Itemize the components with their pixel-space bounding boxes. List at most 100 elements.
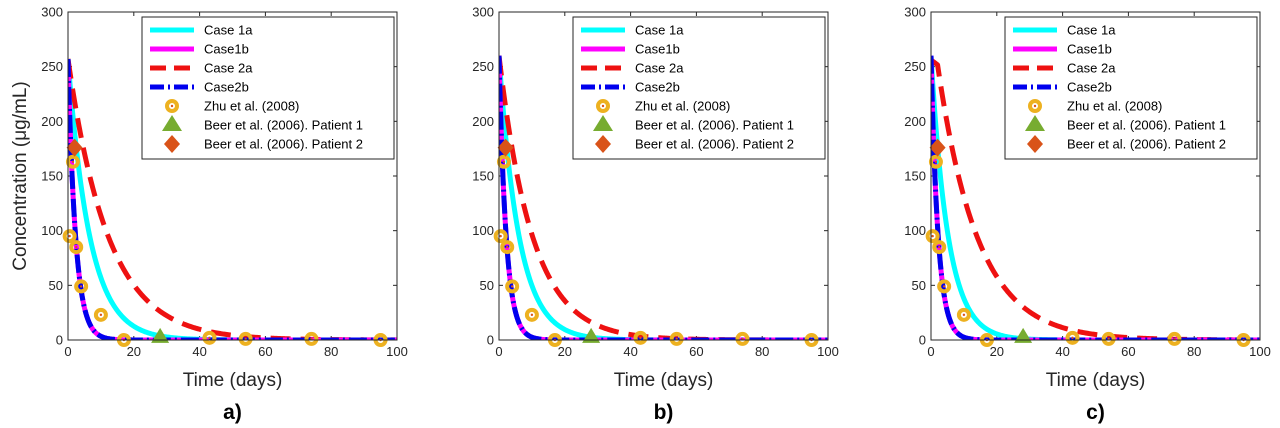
- x-tick-label: 100: [1249, 344, 1271, 359]
- x-tick-label: 60: [689, 344, 703, 359]
- legend-marker-beer-patient2: [1027, 135, 1043, 153]
- zhu-data-point-center: [962, 313, 966, 317]
- zhu-data-point-center: [639, 336, 642, 340]
- axes-box: [930, 11, 1261, 341]
- legend-marker-zhu-center: [601, 104, 605, 108]
- y-tick-label: 200: [472, 114, 494, 129]
- zhu-data-point: [956, 307, 971, 322]
- zhu-data-point-center: [79, 285, 83, 288]
- zhu-data-point: [493, 229, 508, 244]
- y-tick-label: 250: [41, 59, 63, 74]
- x-tick-label: 80: [1187, 344, 1201, 359]
- x-tick-label: 80: [755, 344, 769, 359]
- zhu-data-point: [202, 330, 217, 345]
- legend-marker-beer-patient1: [1025, 115, 1045, 131]
- x-tick-label: 100: [386, 344, 408, 359]
- x-axis-label: Time (days): [183, 370, 283, 391]
- legend-marker-beer-patient1: [162, 115, 182, 131]
- legend: Case 1a Case1b Case 2a Case2b Zhu et al. (20…: [1004, 16, 1258, 160]
- x-tick-label: 20: [990, 344, 1004, 359]
- legend-label: Case 2a: [635, 61, 684, 76]
- x-tick-label: 0: [495, 344, 502, 359]
- zhu-data-point-center: [68, 234, 71, 238]
- legend-label: Case2b: [1067, 80, 1112, 95]
- legend-label: Case 2a: [1067, 61, 1116, 76]
- legend-label: Case2b: [204, 80, 249, 95]
- x-tick-label: 20: [558, 344, 572, 359]
- legend-label: Zhu et al. (2008): [635, 99, 730, 114]
- legend: Case 1a Case1b Case 2a Case2b Zhu et al. (20…: [572, 16, 826, 160]
- zhu-data-point: [1101, 331, 1116, 346]
- y-tick-label: 50: [480, 278, 494, 293]
- y-tick-label: 50: [912, 278, 926, 293]
- beer-patient1-point: [151, 327, 170, 343]
- y-tick-label: 150: [472, 169, 494, 184]
- zhu-data-point-center: [506, 245, 509, 249]
- y-tick-label: 0: [487, 333, 494, 348]
- legend-marker-zhu-center: [170, 104, 174, 108]
- zhu-data-point: [304, 331, 319, 346]
- y-tick-label: 250: [904, 59, 926, 74]
- zhu-data-point-center: [934, 160, 938, 163]
- zhu-data-point-center: [1071, 336, 1074, 340]
- y-tick-label: 150: [904, 169, 926, 184]
- zhu-data-point-center: [938, 245, 941, 249]
- y-tick-label: 0: [56, 333, 63, 348]
- y-tick-label: 100: [472, 223, 494, 238]
- zhu-data-point-center: [71, 160, 75, 163]
- beer-patient2-point: [929, 138, 946, 157]
- y-tick-label: 50: [49, 278, 63, 293]
- y-tick-label: 200: [41, 114, 63, 129]
- legend-label: Beer et al. (2006). Patient 2: [1067, 137, 1226, 152]
- zhu-data-point: [932, 240, 947, 255]
- zhu-data-point-center: [530, 313, 534, 317]
- legend-label: Case2b: [635, 80, 680, 95]
- axes-box: [67, 11, 398, 341]
- x-tick-label: 80: [324, 344, 338, 359]
- zhu-data-point: [937, 279, 952, 294]
- zhu-data-point-center: [510, 285, 514, 288]
- panel-label: b): [654, 401, 674, 424]
- y-tick-label: 200: [904, 114, 926, 129]
- y-tick-label: 300: [472, 5, 494, 20]
- x-tick-label: 40: [192, 344, 206, 359]
- panel-label: a): [223, 401, 242, 424]
- panel-label: c): [1086, 401, 1105, 424]
- zhu-data-point-center: [931, 234, 934, 238]
- zhu-data-point-center: [499, 234, 502, 238]
- x-tick-label: 60: [258, 344, 272, 359]
- y-tick-label: 100: [904, 223, 926, 238]
- x-axis-label: Time (days): [1046, 370, 1146, 391]
- legend-label: Beer et al. (2006). Patient 1: [1067, 118, 1226, 133]
- x-tick-label: 0: [64, 344, 71, 359]
- x-tick-label: 20: [127, 344, 141, 359]
- axes-box: [498, 11, 829, 341]
- legend-label: Case 1a: [1067, 23, 1116, 38]
- legend-label: Beer et al. (2006). Patient 2: [204, 137, 363, 152]
- y-tick-label: 100: [41, 223, 63, 238]
- zhu-data-point-center: [99, 313, 103, 317]
- x-tick-label: 100: [817, 344, 839, 359]
- zhu-data-point: [500, 240, 515, 255]
- zhu-data-point-center: [502, 160, 506, 163]
- legend-marker-zhu: [165, 99, 179, 113]
- legend-label: Case 1a: [635, 23, 684, 38]
- zhu-data-point: [238, 331, 253, 346]
- zhu-data-point: [1065, 330, 1080, 345]
- beer-patient1-point: [1014, 327, 1033, 343]
- legend-marker-beer-patient2: [164, 135, 180, 153]
- zhu-data-point: [633, 330, 648, 345]
- y-tick-label: 0: [919, 333, 926, 348]
- legend-label: Case1b: [1067, 42, 1112, 57]
- legend-marker-beer-patient2: [595, 135, 611, 153]
- beer-patient2-point: [66, 138, 83, 157]
- legend: Case 1a Case1b Case 2a Case2b Zhu et al. (20…: [141, 16, 395, 160]
- zhu-data-point: [1167, 331, 1182, 346]
- zhu-data-point-center: [75, 245, 78, 249]
- legend-label: Beer et al. (2006). Patient 1: [204, 118, 363, 133]
- y-tick-label: 150: [41, 169, 63, 184]
- legend-label: Case1b: [635, 42, 680, 57]
